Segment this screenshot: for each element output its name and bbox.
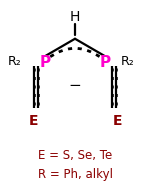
Text: P: P xyxy=(39,55,51,70)
Text: R₂: R₂ xyxy=(8,55,22,68)
Text: −: − xyxy=(69,78,81,94)
Text: R = Ph, alkyl: R = Ph, alkyl xyxy=(38,168,112,181)
Text: P: P xyxy=(99,55,111,70)
Text: R₂: R₂ xyxy=(121,55,134,68)
Text: E = S, Se, Te: E = S, Se, Te xyxy=(38,149,112,162)
Text: E: E xyxy=(28,114,38,128)
Text: H: H xyxy=(70,10,80,24)
Text: E: E xyxy=(112,114,122,128)
